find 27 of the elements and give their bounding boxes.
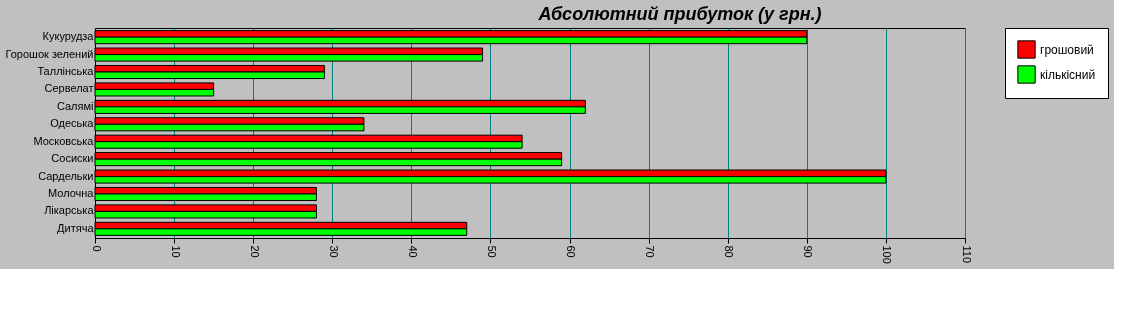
legend-label: грошовий <box>1040 42 1094 57</box>
x-tick-label: 60 <box>565 245 578 258</box>
y-tick-label: Сервелат <box>44 82 94 95</box>
x-tick-label: 90 <box>802 245 815 258</box>
y-tick-label: Сардельки <box>38 169 94 182</box>
y-tick-label: Кукурудза <box>42 30 95 43</box>
y-tick-label: Одеська <box>50 117 95 130</box>
x-tick-label: 80 <box>723 245 736 258</box>
x-tick-label: 40 <box>406 245 419 258</box>
x-tick-label: 50 <box>485 245 498 258</box>
y-tick-label: Горошок зелений <box>5 47 94 60</box>
y-tick-label: Молочна <box>47 187 95 199</box>
x-tick-label: 20 <box>248 245 261 258</box>
y-tick-label: Лікарська <box>44 204 95 217</box>
chart-title: Абсолютний прибуток (у грн.) <box>537 3 822 24</box>
x-tick-label: 100 <box>881 245 894 264</box>
x-tick-label: 70 <box>644 245 657 258</box>
y-tick-label: Сосиски <box>51 152 94 165</box>
y-tick-label: Московська <box>33 134 95 147</box>
x-tick-label: 110 <box>960 245 973 264</box>
x-tick-label: 0 <box>90 245 103 252</box>
y-tick-label: Таллінська <box>37 65 95 77</box>
y-tick-label: Салямі <box>56 99 94 112</box>
legend-label: кількісний <box>1040 67 1096 82</box>
y-tick-label: Дитяча <box>57 221 95 234</box>
x-tick-label: 30 <box>327 245 340 258</box>
x-tick-label: 10 <box>169 245 182 258</box>
